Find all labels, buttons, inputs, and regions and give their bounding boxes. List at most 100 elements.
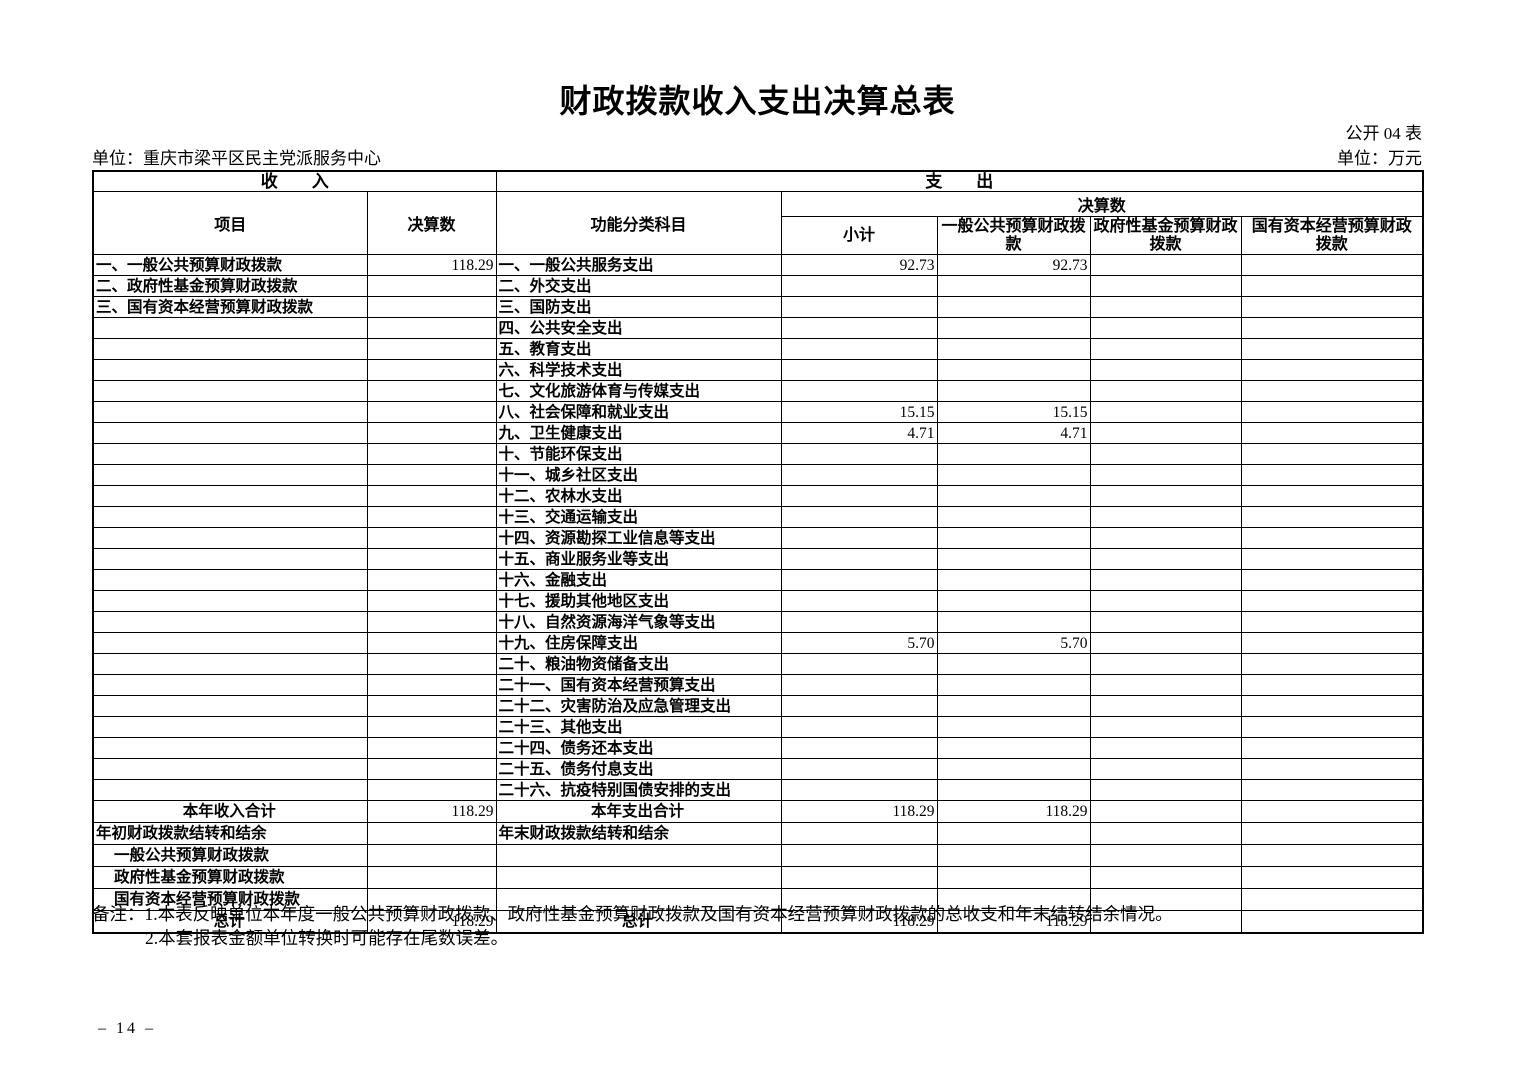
expense-section-header: 支 出 <box>495 170 1424 192</box>
income-amount-cell <box>366 653 497 675</box>
table-row: 政府性基金预算财政拨款 <box>92 866 1424 889</box>
expense-gov-fund-cell <box>1089 254 1242 276</box>
expense-subtotal-cell <box>780 296 938 318</box>
income-item-cell: 三、国有资本经营预算财政拨款 <box>92 296 368 318</box>
expense-item-cell: 十二、农林水支出 <box>495 485 782 507</box>
expense-gov-fund-cell <box>1089 653 1242 675</box>
income-amount-cell <box>366 822 497 845</box>
meta-line: 单位：重庆市梁平区民主党派服务中心 单位：万元 <box>92 144 1422 169</box>
expense-general-budget-cell: 4.71 <box>936 422 1091 444</box>
expense-state-capital-cell <box>1240 695 1424 717</box>
income-item-cell <box>92 548 368 570</box>
expense-subtotal-cell <box>780 464 938 486</box>
expense-state-capital-cell <box>1240 758 1424 780</box>
expense-subtotal-cell <box>780 611 938 633</box>
expense-subtotal-cell <box>780 737 938 759</box>
expense-subtotal-cell <box>780 443 938 465</box>
income-amount-cell <box>366 422 497 444</box>
expense-general-budget-cell: 118.29 <box>936 800 1091 823</box>
expense-state-capital-cell <box>1240 910 1424 934</box>
table-row: 七、文化旅游体育与传媒支出 <box>92 380 1424 402</box>
expense-item-cell: 一、一般公共服务支出 <box>495 254 782 276</box>
income-amount-cell <box>366 590 497 612</box>
expense-subtotal-cell <box>780 506 938 528</box>
header-row-subcolumns: 小计 一般公共预算财政拨款 政府性基金预算财政拨款 国有资本经营预算财政拨款 <box>93 216 1424 255</box>
expense-general-budget-cell <box>936 380 1091 402</box>
expense-gov-fund-cell <box>1089 611 1242 633</box>
expense-gov-fund-cell <box>1089 737 1242 759</box>
income-item-cell <box>92 338 368 360</box>
expense-item-cell: 总计 <box>495 910 782 934</box>
expense-subtotal-cell <box>780 866 938 889</box>
expense-state-capital-cell <box>1240 800 1424 823</box>
expense-general-budget-cell <box>936 275 1091 297</box>
expense-item-cell <box>495 844 782 867</box>
income-amount-cell <box>366 716 497 738</box>
expense-gov-fund-cell <box>1089 716 1242 738</box>
expense-subtotal-cell <box>780 317 938 339</box>
income-amount-cell <box>366 866 497 889</box>
note-2: 2.本套报表金额单位转换时可能存在尾数误差。 <box>145 928 509 948</box>
income-item-cell: 总计 <box>92 910 368 934</box>
expense-item-cell: 五、教育支出 <box>495 338 782 360</box>
expense-subtotal-cell: 15.15 <box>780 401 938 423</box>
expense-general-budget-cell: 118.29 <box>936 910 1091 934</box>
expense-subtotal-cell <box>780 275 938 297</box>
expense-gov-fund-cell <box>1089 632 1242 654</box>
income-item-cell <box>92 611 368 633</box>
income-item-cell: 二、政府性基金预算财政拨款 <box>92 275 368 297</box>
income-amount-cell <box>366 674 497 696</box>
expense-item-cell: 二十四、债务还本支出 <box>495 737 782 759</box>
expense-item-cell: 二十六、抗疫特别国债安排的支出 <box>495 779 782 801</box>
expense-gov-fund-cell <box>1089 590 1242 612</box>
income-item-cell <box>92 443 368 465</box>
expense-state-capital-cell <box>1240 254 1424 276</box>
expense-general-budget-cell <box>936 317 1091 339</box>
expense-gov-fund-cell <box>1089 464 1242 486</box>
expense-state-capital-cell <box>1240 380 1424 402</box>
expense-subtotal-cell: 5.70 <box>780 632 938 654</box>
expense-general-budget-cell <box>936 569 1091 591</box>
col-header-expense-amount: 决算数 <box>780 191 1424 217</box>
table-row: 年初财政拨款结转和结余 年末财政拨款结转和结余 <box>92 822 1424 845</box>
table-row: 一般公共预算财政拨款 <box>92 844 1424 867</box>
table-body: 一、一般公共预算财政拨款 118.29 一、一般公共服务支出 92.73 92.73 二、… <box>92 254 1424 934</box>
header-row-groups: 项目 决算数 功能分类科目 决算数 <box>92 191 1424 255</box>
income-item-cell: 国有资本经营预算财政拨款 <box>92 888 368 911</box>
income-amount-cell <box>366 569 497 591</box>
income-amount-cell <box>366 506 497 528</box>
expense-subtotal-cell <box>780 569 938 591</box>
col-header-gov-fund-budget: 政府性基金预算财政拨款 <box>1089 216 1242 255</box>
expense-item-cell: 十九、住房保障支出 <box>495 632 782 654</box>
income-amount-cell <box>366 548 497 570</box>
expense-item-cell: 二十、粮油物资储备支出 <box>495 653 782 675</box>
expense-subtotal-cell <box>780 548 938 570</box>
table-row: 二十五、债务付息支出 <box>92 758 1424 780</box>
table-row: 十九、住房保障支出 5.70 5.70 <box>92 632 1424 654</box>
expense-general-budget-cell <box>936 822 1091 845</box>
income-amount-cell <box>366 844 497 867</box>
income-item-cell <box>92 422 368 444</box>
income-amount-cell: 118.29 <box>366 910 497 934</box>
expense-state-capital-cell <box>1240 822 1424 845</box>
expense-gov-fund-cell <box>1089 359 1242 381</box>
income-amount-cell <box>366 737 497 759</box>
income-item-cell <box>92 758 368 780</box>
expense-item-cell: 二十五、债务付息支出 <box>495 758 782 780</box>
expense-general-budget-cell <box>936 674 1091 696</box>
expense-item-cell: 六、科学技术支出 <box>495 359 782 381</box>
expense-gov-fund-cell <box>1089 548 1242 570</box>
expense-item-cell: 十、节能环保支出 <box>495 443 782 465</box>
income-amount-cell <box>366 632 497 654</box>
expense-state-capital-cell <box>1240 674 1424 696</box>
expense-subtotal-cell: 118.29 <box>780 800 938 823</box>
expense-general-budget-cell <box>936 611 1091 633</box>
expense-general-budget-cell <box>936 866 1091 889</box>
expense-general-budget-cell <box>936 443 1091 465</box>
expense-gov-fund-cell <box>1089 844 1242 867</box>
table-row: 八、社会保障和就业支出 15.15 15.15 <box>92 401 1424 423</box>
expense-gov-fund-cell <box>1089 674 1242 696</box>
income-item-cell: 政府性基金预算财政拨款 <box>92 866 368 889</box>
expense-state-capital-cell <box>1240 275 1424 297</box>
